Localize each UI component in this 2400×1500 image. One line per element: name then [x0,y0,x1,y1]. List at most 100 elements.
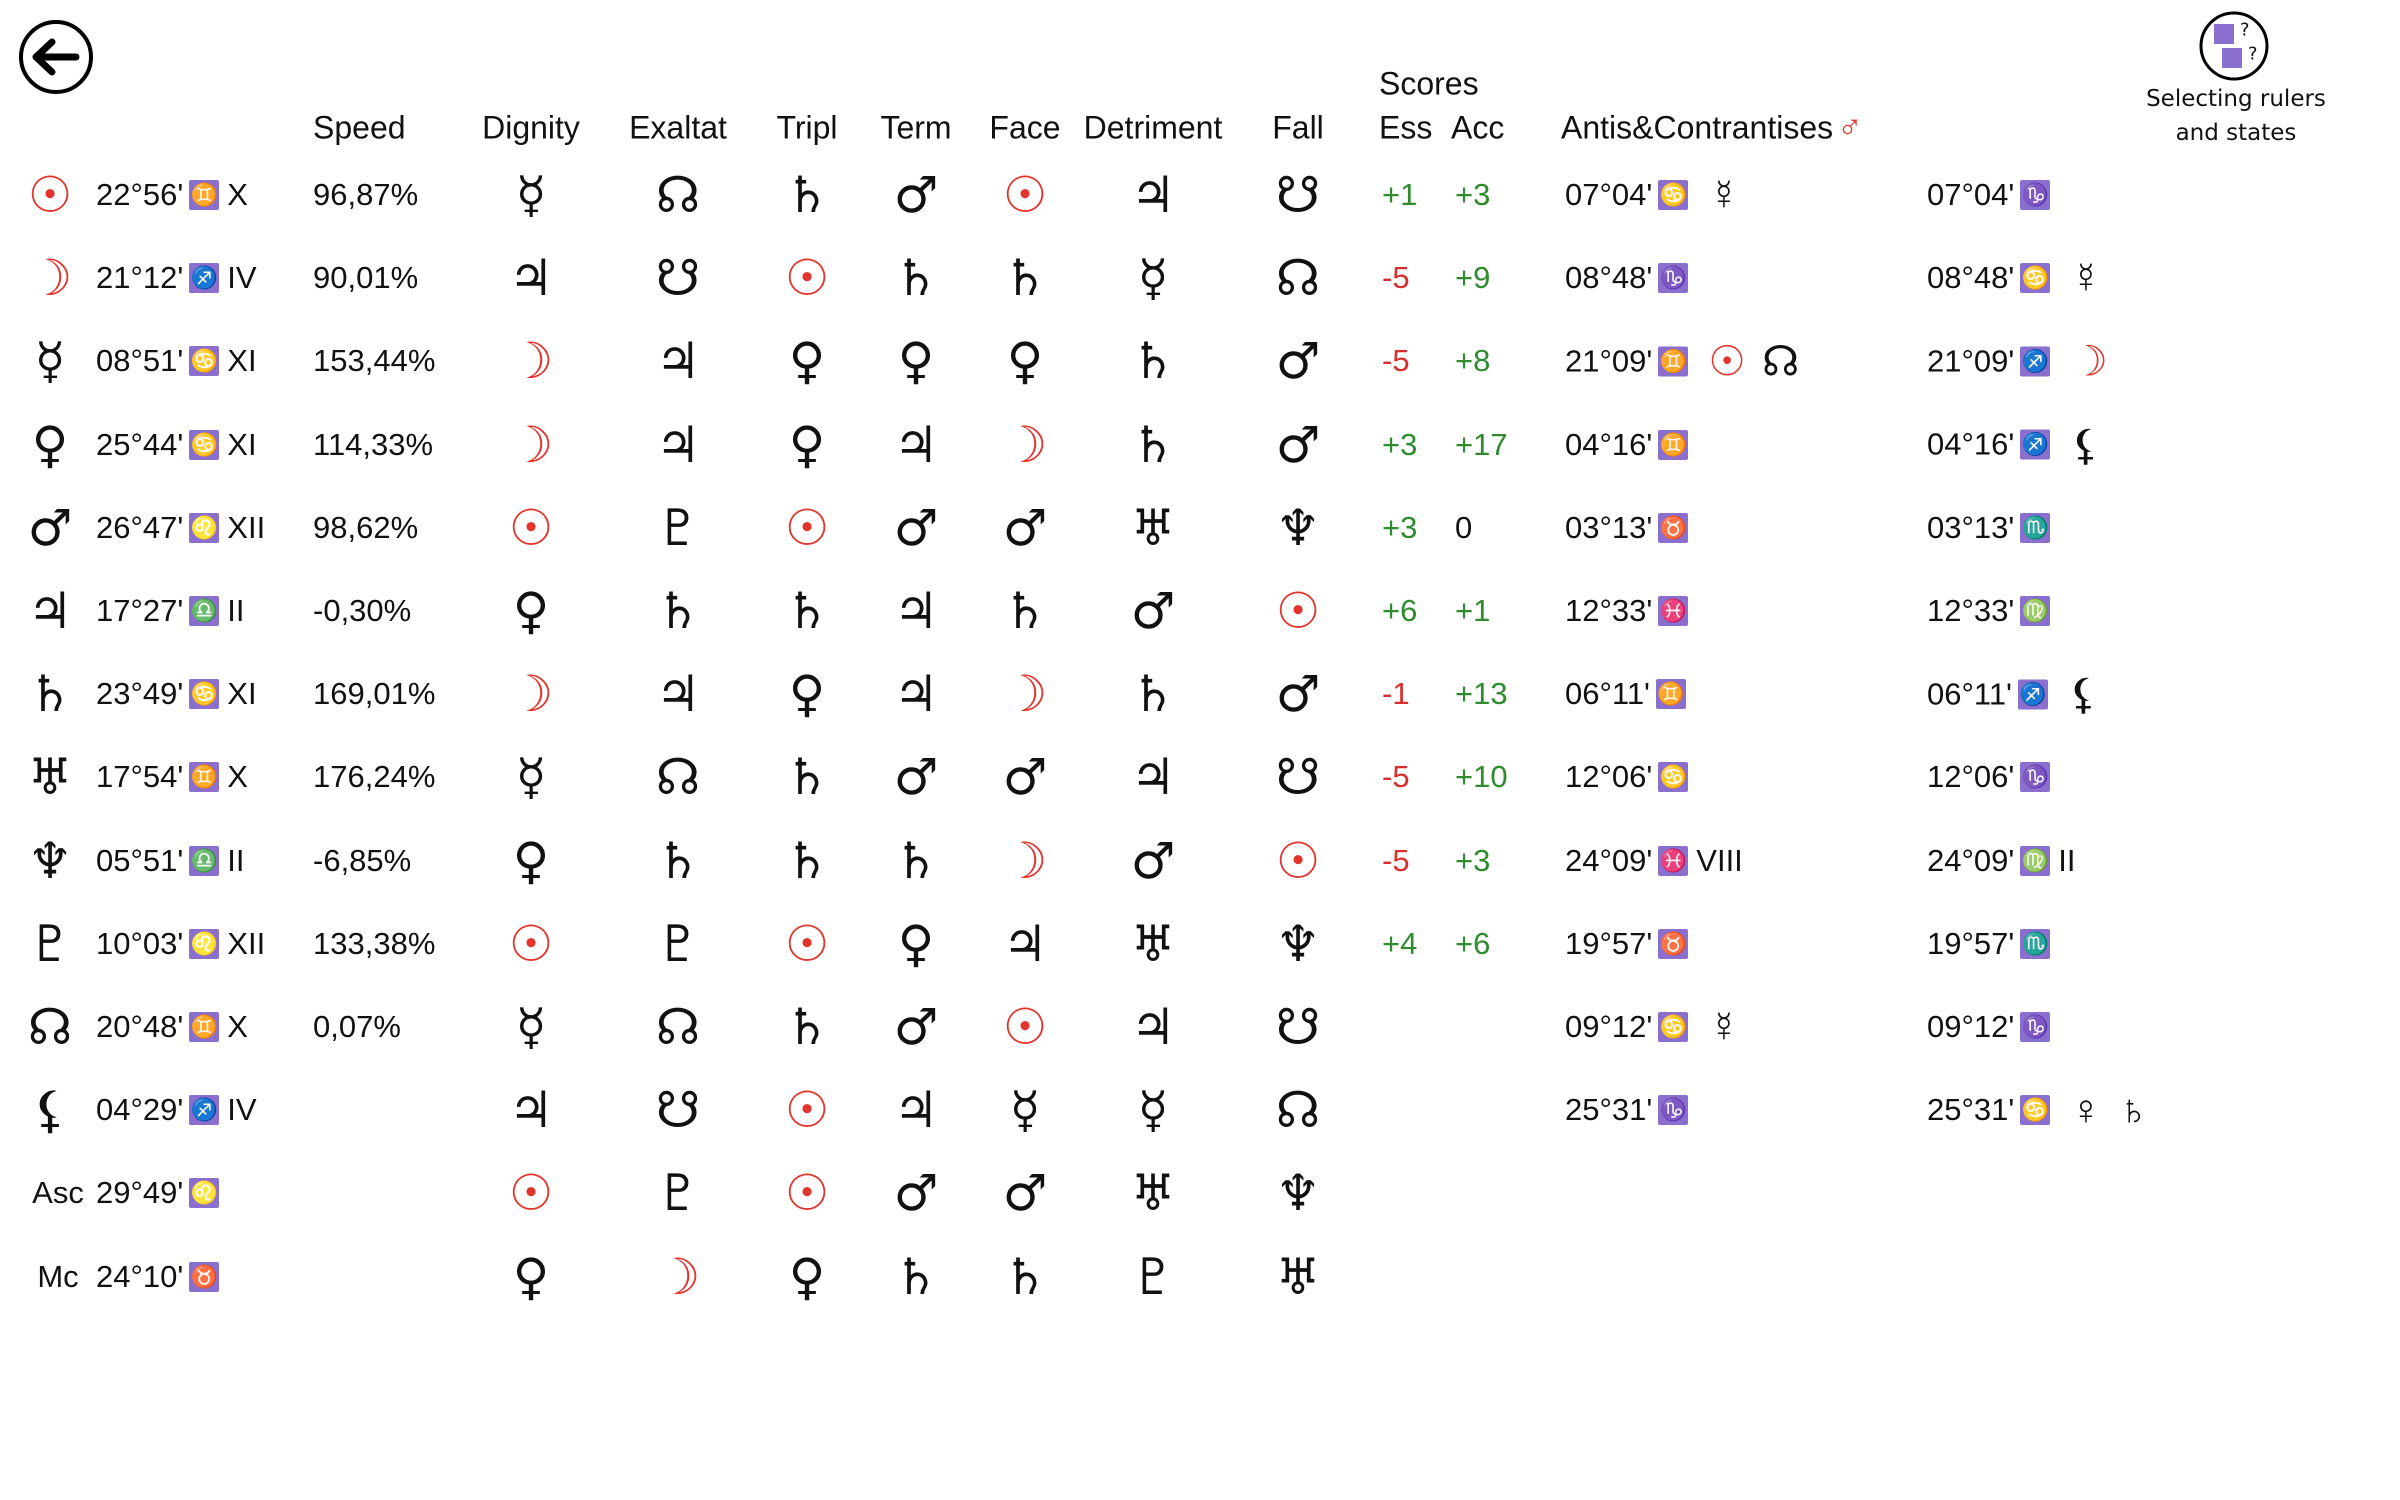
score-acc: +17 [1455,426,1508,462]
degree: 06°11' [1565,676,1650,712]
sign: ♐ [189,1095,220,1126]
column-header: Exaltat [629,109,727,146]
position: 05°51' ♎ II [96,843,245,879]
planet-glyph: ♀ [2070,1086,2102,1134]
degree: 25°31' [1927,1092,2015,1128]
antiscia: 04°16' ♊ [1565,427,1692,463]
contrantiscia: 07°04' ♑ [1927,177,2054,213]
antiscia: 21°09' ♊ ☉ ☊ [1565,337,1799,386]
contrantiscia: 09°12' ♑ [1927,1009,2054,1045]
sign: ♏ [2020,512,2051,543]
score-ess: -5 [1382,842,1410,878]
ruler-glyph: ♂ [1130,582,1176,640]
score-ess: +3 [1382,426,1418,462]
ruler-glyph: ♂ [1275,665,1321,724]
help-icon-text: ? [2240,19,2250,41]
ruler-glyph: ☽ [508,415,554,474]
ruler-glyph: ♀ [512,831,550,890]
help-button[interactable] [2199,11,2269,81]
score-acc: +9 [1455,260,1491,296]
sign: ♑ [2020,1012,2051,1042]
degree: 20°48' [96,1009,184,1044]
body-glyph: ☊ [27,998,73,1056]
ruler-glyph: ♂ [1130,831,1176,890]
help-icon-text: ? [2248,43,2258,65]
degree: 21°09' [1927,343,2015,379]
house: XI [227,676,257,712]
ruler-glyph: ♄ [893,1247,939,1306]
sign: ♋ [1658,762,1689,793]
body-glyph: ♀ [31,415,69,474]
ruler-glyph: ♄ [784,582,830,640]
header-text: Antis&Contrantises [1561,109,1834,146]
ruler-glyph: ♃ [1130,748,1176,807]
antiscia: 06°11' ♊ [1565,676,1690,712]
body-glyph: ♃ [27,582,73,640]
ruler-glyph: ♄ [893,249,939,308]
sign: ♉ [189,1261,220,1292]
sign: ♑ [1658,1095,1689,1126]
column-header: Acc [1451,109,1505,146]
contrantiscia: 03°13' ♏ [1927,510,2054,546]
ruler-glyph: ☋ [655,1081,701,1140]
antiscia: 09°12' ♋ ☿ [1565,1003,1740,1051]
ruler-glyph: ♀ [897,914,935,973]
ruler-glyph: ♃ [655,332,701,391]
back-button[interactable] [19,20,93,94]
sign: ♌ [189,928,220,959]
body-glyph: ♂ [27,498,73,557]
ruler-glyph: ♄ [784,831,830,890]
speed: 0,07% [313,1009,401,1044]
ruler-glyph: ☿ [515,166,547,224]
ruler-glyph: ♄ [1130,415,1176,474]
ruler-glyph: ♄ [784,998,830,1056]
speed: 114,33% [313,426,434,462]
speed: 96,87% [313,177,419,212]
sign: ♑ [2020,762,2051,793]
ruler-glyph: ♄ [1130,665,1176,724]
score-ess: +3 [1382,509,1418,545]
ruler-glyph: ☿ [1137,249,1169,308]
sign: ♉ [1658,928,1689,959]
degree: 21°09' [1565,343,1653,379]
antiscia: 12°33' ♓ [1565,593,1692,629]
planet-glyph: ⚸ [2067,670,2099,718]
position: 04°29' ♐ IV [96,1092,257,1128]
ruler-glyph: ☽ [1002,415,1048,474]
planet-glyph: ☿ [1708,171,1740,218]
ruler-glyph: ☊ [655,166,701,224]
sign: ♍ [2020,596,2051,626]
degree: 24°09' [1565,842,1653,878]
ruler-glyph: ♂ [1002,748,1048,807]
score-ess: +1 [1382,177,1418,212]
ruler-glyph: ♇ [655,914,701,973]
ruler-glyph: ☽ [1002,831,1048,890]
degree: 04°29' [96,1092,184,1128]
sign: ♎ [189,596,220,626]
ruler-glyph: ♀ [788,665,826,724]
sign: ♋ [2020,263,2051,294]
planet-glyph: ☿ [2070,254,2102,302]
ruler-glyph: ☉ [784,1081,830,1140]
antiscia: 24°09' ♓ VIII [1565,843,1743,879]
sign: ♌ [189,1178,220,1209]
degree: 19°57' [1565,925,1653,961]
degree: 17°27' [96,593,184,628]
degree: 21°12' [96,260,184,296]
ruler-glyph: ♀ [788,332,826,391]
ruler-glyph: ♂ [1002,1164,1048,1223]
house: VIII [1696,842,1743,878]
body-glyph: ♅ [27,748,73,807]
contrantiscia: 25°31' ♋ ♀ ♄ [1927,1086,2149,1134]
sign: ♊ [1655,679,1686,710]
house: IV [227,260,257,296]
planet-glyph: ☉ [1708,337,1746,385]
antiscia: 08°48' ♑ [1565,260,1692,296]
degree: 25°44' [96,426,184,462]
house: XII [227,509,266,545]
ruler-glyph: ♃ [508,1081,554,1140]
position: 29°49' ♌ [96,1175,223,1211]
score-acc: +1 [1455,593,1491,628]
